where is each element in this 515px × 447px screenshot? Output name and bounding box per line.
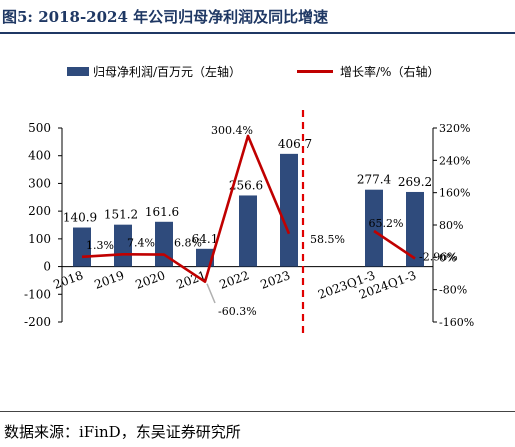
- chart-title: 图5: 2018-2024 年公司归母净利润及同比增速: [2, 8, 329, 26]
- chart-title-bar: 图5: 2018-2024 年公司归母净利润及同比增速: [0, 2, 515, 34]
- bar: [280, 153, 298, 267]
- bar-value-label: 161.6: [145, 205, 179, 219]
- left-tick-label: -200: [24, 315, 51, 329]
- bar-value-label: 140.9: [63, 211, 97, 225]
- growth-value-label: 300.4%: [211, 124, 253, 137]
- left-tick-label: 300: [28, 176, 51, 190]
- title-underline: [0, 32, 515, 34]
- left-tick-label: 400: [28, 149, 51, 163]
- right-tick-label: -80%: [439, 284, 467, 297]
- growth-value-label: -60.3%: [218, 305, 257, 318]
- callout-leader: [206, 283, 216, 304]
- bar-value-label: 151.2: [104, 208, 138, 222]
- left-tick-label: 0: [43, 260, 51, 274]
- right-tick-label: -160%: [439, 316, 474, 329]
- growth-line: [373, 229, 416, 260]
- left-tick-label: -100: [24, 287, 51, 301]
- growth-value-label: -2.96%: [419, 251, 458, 264]
- legend-line-swatch: [297, 70, 333, 73]
- legend-bar-label: 归母净利润/百万元（左轴）: [93, 65, 242, 79]
- bar: [365, 189, 383, 267]
- bar: [114, 224, 132, 267]
- left-tick-label: 500: [28, 121, 51, 135]
- legend-bar-swatch: [67, 67, 89, 76]
- bar-value-label: 64.1: [192, 232, 219, 246]
- chart-plot: 500 400 300 200 100 0 -100 -200 320% 240% 160% 80% 0…: [24, 110, 474, 335]
- source-note: 数据来源：iFinD，东吴证券研究所: [4, 423, 241, 441]
- growth-line: [81, 134, 291, 283]
- x-tick-label: 2018: [52, 268, 85, 292]
- growth-value-label: 7.4%: [127, 236, 155, 249]
- bar: [239, 195, 257, 267]
- growth-value-label: 1.3%: [86, 239, 114, 252]
- x-tick-label: 2020: [134, 268, 167, 292]
- x-tick-label: 2023: [259, 268, 292, 292]
- legend: 归母净利润/百万元（左轴） 增长率/%（右轴）: [0, 60, 515, 80]
- right-tick-label: 240%: [439, 154, 470, 167]
- bar-value-label: 256.6: [229, 178, 263, 192]
- growth-value-label: 65.2%: [369, 217, 404, 230]
- right-tick-label: 160%: [439, 187, 470, 200]
- footer-divider: [0, 411, 515, 412]
- bar-value-label: 277.4: [357, 173, 392, 187]
- x-tick-label: 2022: [218, 268, 251, 292]
- bar-value-label: 406.7: [278, 137, 312, 151]
- bar-value-label: 269.2: [398, 175, 432, 189]
- left-tick-label: 200: [28, 204, 51, 218]
- legend-line-label: 增长率/%（右轴）: [340, 65, 440, 79]
- x-tick-label: 2019: [93, 268, 126, 292]
- right-tick-label: 0%: [439, 251, 456, 264]
- bar: [406, 191, 424, 267]
- right-tick-label: 80%: [439, 219, 463, 232]
- growth-value-label: 58.5%: [310, 233, 345, 246]
- left-tick-label: 100: [28, 232, 51, 246]
- growth-value-label: 6.8%: [174, 237, 202, 250]
- right-tick-label: 320%: [439, 122, 470, 135]
